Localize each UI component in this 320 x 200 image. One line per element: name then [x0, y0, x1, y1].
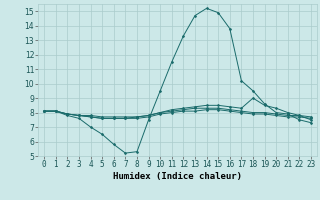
X-axis label: Humidex (Indice chaleur): Humidex (Indice chaleur) — [113, 172, 242, 181]
